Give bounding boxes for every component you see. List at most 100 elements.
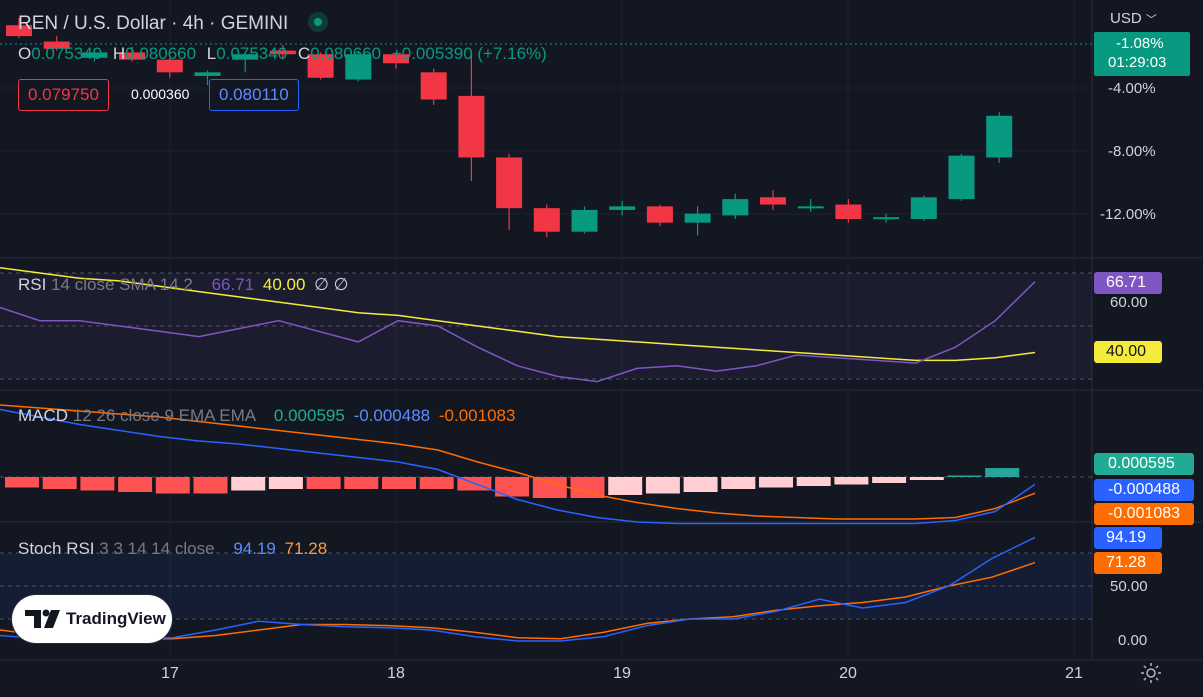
high-label: H (112, 44, 126, 63)
macd-histogram-bar (683, 477, 718, 492)
stoch-d-value: 71.28 (284, 539, 328, 558)
macd-histogram-bar (382, 477, 416, 489)
candle-body (307, 54, 334, 78)
candle-body (571, 209, 598, 232)
close-value: 0.080660 (310, 44, 382, 63)
time-axis-label: 20 (839, 665, 857, 682)
sell-button[interactable]: 0.079750 (18, 79, 109, 111)
macd-histogram-bar (570, 477, 605, 498)
rsi-line (0, 281, 1036, 383)
macd-histogram-bar (834, 477, 869, 485)
macd-histogram-bar (532, 477, 567, 498)
settings-gear-icon[interactable] (1140, 662, 1162, 684)
candle-body (458, 95, 485, 158)
chevron-down-icon: ﹀ (1145, 14, 1157, 26)
candles-layer (6, 18, 1013, 238)
low-value: 0.075340 (216, 44, 288, 63)
stoch-title: Stoch RSI (18, 539, 95, 558)
macd-histogram-bar (193, 477, 228, 494)
stoch-k-value: 94.19 (233, 539, 276, 558)
low-label: L (206, 44, 217, 63)
candle-body (910, 197, 937, 220)
macd-signal-tag: -0.001083 (1094, 503, 1194, 525)
last-price-pct: -1.08% (1116, 35, 1164, 52)
buy-button[interactable]: 0.080110 (209, 79, 299, 111)
candle-body (345, 54, 372, 80)
macd-histogram-bar (42, 477, 77, 489)
time-axis-label: 17 (161, 665, 179, 682)
macd-histogram-bar (80, 477, 115, 491)
macd-histogram-bar (268, 477, 303, 489)
candle-body (232, 54, 259, 60)
symbol-title[interactable]: REN / U.S. Dollar · 4h · GEMINI (18, 12, 328, 34)
market-status-icon (307, 12, 328, 32)
candle-body (533, 208, 560, 232)
tradingview-logo[interactable]: TradingView (12, 595, 172, 643)
macd-line-value: -0.000488 (353, 406, 431, 425)
macd-params: 12 26 close 9 EMA EMA (72, 406, 256, 425)
candle-body (6, 25, 32, 37)
candle-body (81, 52, 108, 58)
stoch-params: 3 3 14 14 close (99, 539, 215, 558)
open-value: 0.075340 (31, 44, 103, 63)
time-axis-label: 21 (1065, 665, 1083, 682)
last-price-tag: -1.08% 01:29:03 (1094, 32, 1190, 76)
change-value: +0.005390 (+7.16%) (391, 44, 547, 63)
open-label: O (18, 44, 32, 63)
candle-body (684, 213, 711, 223)
rsi-sma-value: 40.00 (262, 275, 306, 294)
high-value: 0.080660 (125, 44, 197, 63)
macd-pane[interactable] (0, 404, 1092, 525)
stoch-axis-label: 0.00 (1118, 632, 1148, 649)
currency-label: USD (1110, 10, 1142, 27)
stoch-d-tag: 71.28 (1094, 552, 1162, 574)
macd-line-tag: -0.000488 (1094, 479, 1194, 501)
macd-histogram-bar (419, 477, 454, 489)
stoch-legend[interactable]: Stoch RSI 3 3 14 14 close 94.19 71.28 (18, 539, 327, 559)
stoch-k-tag: 94.19 (1094, 527, 1162, 549)
macd-histogram-bar (118, 477, 153, 492)
candle-body (873, 217, 900, 220)
candle-body (948, 155, 975, 200)
spread-value: 0.000360 (131, 86, 190, 102)
macd-histogram-bar (909, 477, 944, 480)
candle-body (646, 206, 673, 223)
currency-selector[interactable]: USD ﹀ (1110, 10, 1157, 27)
macd-signal-line (0, 404, 1036, 520)
rsi-legend[interactable]: RSI 14 close SMA 14 2 66.71 40.00 ∅ ∅ (18, 275, 348, 295)
rsi-params: 14 close SMA 14 2 (51, 275, 193, 294)
macd-legend[interactable]: MACD 12 26 close 9 EMA EMA 0.000595 -0.0… (18, 406, 515, 426)
macd-histogram-bar (608, 477, 643, 495)
macd-histogram-bar (947, 475, 982, 477)
candle-body (760, 197, 786, 205)
macd-hist-value: 0.000595 (273, 406, 345, 425)
tradingview-wordmark: TradingView (66, 609, 166, 628)
price-axis-label: -8.00% (1108, 143, 1156, 160)
macd-histogram-bar (5, 477, 39, 488)
symbol-label: REN / U.S. Dollar · 4h · GEMINI (18, 13, 289, 34)
close-label: C (297, 44, 311, 63)
candle-body (609, 206, 636, 210)
macd-histogram-bar (985, 468, 1020, 477)
macd-histogram-bar (721, 477, 756, 489)
rsi-pane[interactable] (0, 266, 1092, 383)
ohlc-legend: O0.075340 H0.080660 L0.075340 C0.080660 … (18, 44, 547, 64)
time-axis-label: 19 (613, 665, 631, 682)
candle-body (797, 206, 824, 209)
stoch-rsi-pane[interactable] (0, 536, 1092, 642)
stoch-k-line (0, 536, 1036, 642)
stoch-d-line (0, 561, 1036, 640)
candle-body (119, 52, 146, 60)
macd-signal-value: -0.001083 (438, 406, 516, 425)
candle-body (835, 204, 862, 220)
time-axis-label: 18 (387, 665, 405, 682)
macd-histogram-bar (155, 477, 190, 494)
macd-histogram-bar (495, 477, 530, 497)
macd-histogram-bar (872, 477, 907, 483)
macd-title: MACD (18, 406, 69, 425)
rsi-extra: ∅ ∅ (314, 275, 349, 294)
macd-histogram-bar (306, 477, 341, 489)
macd-hist-tag: 0.000595 (1094, 453, 1194, 475)
candle-body (194, 72, 221, 76)
